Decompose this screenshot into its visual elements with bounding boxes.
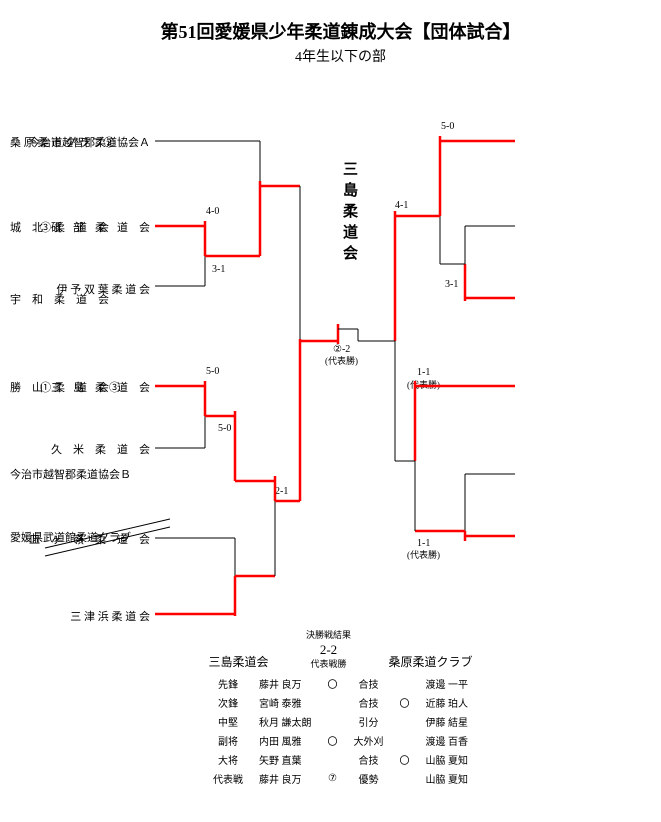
- bracket: 三島柔道会 今治市越智郡柔道協会Ａ ③砥 部 柔 道 会 伊 予 双 葉 柔 道…: [10, 86, 661, 626]
- final-area: 三島柔道会 決勝戦結果 2-2 代表戦勝 桑原柔道クラブ 先鋒藤井 良万〇合技渡…: [10, 630, 661, 788]
- page-title: 第51回愛媛県少年柔道錬成大会【団体試合】: [10, 18, 661, 44]
- final-row: 大将矢野 直葉合技〇山脇 夏知: [205, 750, 476, 769]
- final-team-b: 桑原柔道クラブ: [389, 653, 473, 670]
- final-row: 中堅秋月 謙太朗引分伊藤 結星: [205, 712, 476, 731]
- page-subtitle: 4年生以下の部: [10, 46, 661, 66]
- final-table: 先鋒藤井 良万〇合技渡邊 一平次鋒宮崎 泰雅合技〇近藤 珀人中堅秋月 謙太朗引分…: [205, 674, 476, 788]
- bracket-svg: [10, 86, 661, 646]
- final-row: 次鋒宮崎 泰雅合技〇近藤 珀人: [205, 693, 476, 712]
- final-team-a: 三島柔道会: [208, 653, 268, 670]
- final-note: 代表戦勝: [289, 659, 369, 671]
- final-row: 副将内田 風雅〇大外刈渡邊 百香: [205, 731, 476, 750]
- final-row: 先鋒藤井 良万〇合技渡邊 一平: [205, 674, 476, 693]
- final-row: 代表戦藤井 良万⑦優勢山脇 夏知: [205, 769, 476, 788]
